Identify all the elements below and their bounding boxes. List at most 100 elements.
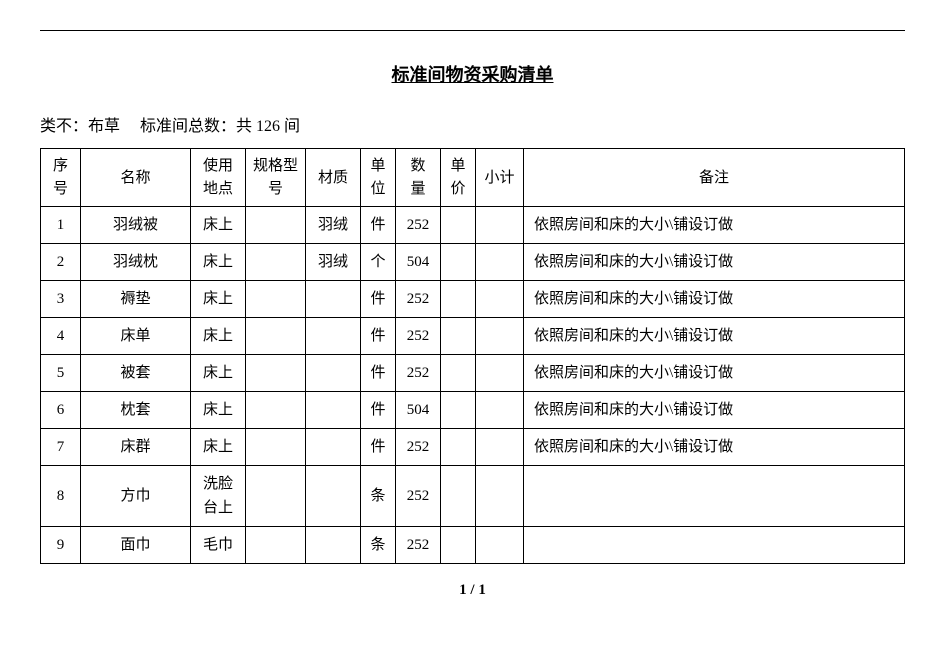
subtitle-row: 类不：布草标准间总数：共 126 间 <box>40 112 905 136</box>
cell-subtotal <box>476 281 524 318</box>
cell-name: 面巾 <box>81 527 191 564</box>
cell-unit: 件 <box>361 429 396 466</box>
table-row: 8方巾洗脸台上 条252 <box>41 466 905 527</box>
cell-note: 依照房间和床的大小\铺设订做 <box>524 281 905 318</box>
cell-place: 床上 <box>191 429 246 466</box>
cell-name: 褥垫 <box>81 281 191 318</box>
cell-spec <box>246 244 306 281</box>
cell-unit: 件 <box>361 281 396 318</box>
cell-seq: 6 <box>41 392 81 429</box>
cell-name: 枕套 <box>81 392 191 429</box>
col-header-spec: 规格型号 <box>246 149 306 207</box>
cell-place: 床上 <box>191 392 246 429</box>
cell-name: 床群 <box>81 429 191 466</box>
cell-place: 洗脸台上 <box>191 466 246 527</box>
cell-unit: 件 <box>361 355 396 392</box>
cell-unit: 条 <box>361 466 396 527</box>
cell-price <box>441 318 476 355</box>
cell-place: 毛巾 <box>191 527 246 564</box>
cell-note: 依照房间和床的大小\铺设订做 <box>524 244 905 281</box>
cell-qty: 252 <box>396 207 441 244</box>
cell-price <box>441 207 476 244</box>
cell-spec <box>246 318 306 355</box>
cell-material <box>306 466 361 527</box>
cell-spec <box>246 392 306 429</box>
cell-unit: 件 <box>361 207 396 244</box>
cell-spec <box>246 466 306 527</box>
cell-price <box>441 355 476 392</box>
total-label: 标准间总数： <box>140 118 236 135</box>
cell-seq: 8 <box>41 466 81 527</box>
table-row: 5被套床上件252依照房间和床的大小\铺设订做 <box>41 355 905 392</box>
table-row: 6枕套床上 件504 依照房间和床的大小\铺设订做 <box>41 392 905 429</box>
cell-price <box>441 281 476 318</box>
cell-unit: 件 <box>361 392 396 429</box>
category-value: 布草 <box>88 118 120 135</box>
cell-note <box>524 466 905 527</box>
cell-name: 方巾 <box>81 466 191 527</box>
cell-material <box>306 355 361 392</box>
cell-seq: 7 <box>41 429 81 466</box>
cell-seq: 4 <box>41 318 81 355</box>
cell-spec <box>246 527 306 564</box>
cell-place: 床上 <box>191 318 246 355</box>
table-row: 3褥垫床上件252依照房间和床的大小\铺设订做 <box>41 281 905 318</box>
cell-qty: 252 <box>396 281 441 318</box>
table-row: 4床单床上 件252 依照房间和床的大小\铺设订做 <box>41 318 905 355</box>
page-total: 1 <box>478 582 486 598</box>
col-header-price: 单价 <box>441 149 476 207</box>
cell-unit: 个 <box>361 244 396 281</box>
cell-name: 羽绒枕 <box>81 244 191 281</box>
cell-name: 床单 <box>81 318 191 355</box>
col-header-place: 使用地点 <box>191 149 246 207</box>
category-label: 类不： <box>40 118 88 135</box>
col-header-material: 材质 <box>306 149 361 207</box>
cell-note <box>524 527 905 564</box>
cell-subtotal <box>476 527 524 564</box>
cell-note: 依照房间和床的大小\铺设订做 <box>524 207 905 244</box>
cell-unit: 条 <box>361 527 396 564</box>
cell-note: 依照房间和床的大小\铺设订做 <box>524 429 905 466</box>
cell-subtotal <box>476 318 524 355</box>
col-header-subtotal: 小计 <box>476 149 524 207</box>
cell-material <box>306 281 361 318</box>
cell-qty: 252 <box>396 466 441 527</box>
document-title: 标准间物资采购清单 <box>40 61 905 87</box>
cell-material: 羽绒 <box>306 244 361 281</box>
cell-note: 依照房间和床的大小\铺设订做 <box>524 392 905 429</box>
table-row: 2羽绒枕床上羽绒个504依照房间和床的大小\铺设订做 <box>41 244 905 281</box>
cell-subtotal <box>476 207 524 244</box>
cell-subtotal <box>476 355 524 392</box>
cell-note: 依照房间和床的大小\铺设订做 <box>524 318 905 355</box>
cell-subtotal <box>476 466 524 527</box>
cell-subtotal <box>476 244 524 281</box>
cell-name: 羽绒被 <box>81 207 191 244</box>
col-header-unit: 单位 <box>361 149 396 207</box>
col-header-name: 名称 <box>81 149 191 207</box>
cell-material <box>306 527 361 564</box>
cell-qty: 504 <box>396 392 441 429</box>
cell-seq: 3 <box>41 281 81 318</box>
cell-seq: 9 <box>41 527 81 564</box>
cell-subtotal <box>476 429 524 466</box>
table-header-row: 序号 名称 使用地点 规格型号 材质 单位 数量 单价 小计 备注 <box>41 149 905 207</box>
cell-unit: 件 <box>361 318 396 355</box>
cell-place: 床上 <box>191 244 246 281</box>
cell-spec <box>246 207 306 244</box>
table-row: 1羽绒被床上羽绒件252依照房间和床的大小\铺设订做 <box>41 207 905 244</box>
cell-material <box>306 392 361 429</box>
cell-qty: 252 <box>396 318 441 355</box>
cell-material <box>306 318 361 355</box>
table-row: 9面巾毛巾 条252 <box>41 527 905 564</box>
col-header-seq: 序号 <box>41 149 81 207</box>
cell-subtotal <box>476 392 524 429</box>
cell-spec <box>246 281 306 318</box>
cell-price <box>441 527 476 564</box>
cell-place: 床上 <box>191 355 246 392</box>
cell-price <box>441 392 476 429</box>
cell-seq: 5 <box>41 355 81 392</box>
cell-note: 依照房间和床的大小\铺设订做 <box>524 355 905 392</box>
cell-material: 羽绒 <box>306 207 361 244</box>
procurement-table: 序号 名称 使用地点 规格型号 材质 单位 数量 单价 小计 备注 1羽绒被床上… <box>40 148 905 564</box>
cell-qty: 252 <box>396 527 441 564</box>
